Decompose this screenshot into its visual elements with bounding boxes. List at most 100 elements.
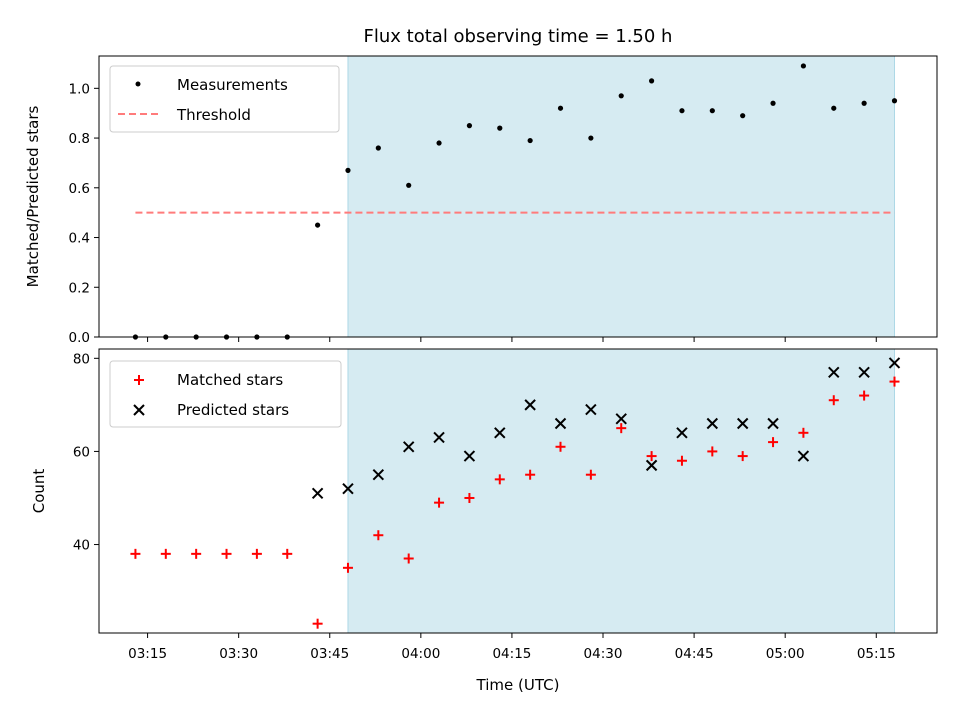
top-y-axis: 0.0 0.2 0.4 0.6 0.8 1.0: [69, 81, 99, 346]
measurement-point: [406, 182, 412, 188]
predicted-star-point: [433, 431, 445, 444]
matched-star-point: [191, 548, 202, 559]
predicted-star-point: [858, 366, 870, 378]
predicted-star-point: [342, 482, 354, 495]
matched-star-point: [525, 469, 536, 480]
matched-star-point: [282, 548, 293, 559]
matched-star-point: [464, 492, 475, 503]
measurement-point: [466, 123, 473, 129]
measurement-point: [618, 93, 624, 99]
predicted-star-point: [797, 450, 810, 462]
matched-star-point: [859, 390, 870, 401]
predicted-star-point: [645, 459, 658, 472]
matched-star-point: [555, 441, 566, 452]
predicted-star-point: [767, 417, 779, 430]
matched-star-point: [342, 562, 353, 573]
top-y-tick-label: 0.4: [69, 231, 90, 247]
legend-predicted-label: Predicted stars: [177, 401, 289, 419]
matched-star-point: [737, 451, 748, 462]
legend-matched-plus: [134, 375, 144, 385]
predicted-star-point: [463, 450, 476, 462]
x-tick-label: 03:45: [310, 646, 349, 662]
matched-star-point: [434, 497, 445, 508]
x-tick-label: 04:15: [492, 646, 531, 662]
measurement-point: [679, 108, 685, 114]
predicted-star-point: [372, 468, 385, 481]
matched-star-point: [585, 469, 596, 480]
measurement-point: [497, 125, 503, 131]
bottom-y-tick-label: 60: [73, 444, 90, 460]
bottom-legend: Matched stars Predicted stars: [109, 360, 342, 428]
top-observing-window-region: [347, 55, 895, 338]
predicted-star-point: [524, 399, 536, 411]
bottom-y-tick-label: 40: [73, 538, 90, 554]
legend-matched-label: Matched stars: [177, 371, 283, 389]
predicted-star-point: [615, 413, 627, 425]
bottom-series-layer: [130, 357, 901, 629]
bottom-panel: 40 60 80 03:15 03:30 03:45 04:00 04:15 04:30 04:…: [30, 348, 938, 694]
x-tick-label: 05:00: [766, 646, 805, 662]
chart-title: Flux total observing time = 1.50 h: [364, 26, 673, 47]
matched-star-point: [312, 618, 323, 629]
measurement-point: [375, 145, 381, 151]
measurement-point: [436, 140, 442, 146]
top-legend-box: [109, 65, 340, 133]
matched-star-point: [160, 548, 171, 559]
predicted-star-point: [676, 427, 688, 439]
matched-star-point: [251, 548, 262, 559]
predicted-star-point: [311, 487, 324, 500]
predicted-star-point: [888, 357, 901, 369]
legend-matched-marker: [134, 375, 144, 385]
predicted-star-point: [736, 417, 749, 430]
bottom-x-axis: 03:15 03:30 03:45 04:00 04:15 04:30 04:45 05:00…: [128, 633, 896, 662]
bottom-legend-box: [109, 360, 342, 428]
measurement-point: [891, 98, 898, 104]
top-y-tick-label: 0.0: [69, 330, 90, 346]
predicted-star-point: [554, 417, 567, 430]
measurement-point: [648, 78, 655, 84]
bottom-axes-frame: [98, 348, 938, 634]
bottom-y-axis: 40 60 80: [73, 351, 99, 554]
matched-star-point: [676, 455, 687, 466]
matched-star-point: [130, 548, 141, 559]
x-tick-label: 05:15: [857, 646, 896, 662]
x-tick-label: 04:00: [401, 646, 440, 662]
predicted-star-point: [828, 366, 840, 378]
predicted-star-point: [706, 417, 719, 430]
measurement-point: [709, 108, 715, 114]
measurement-point: [740, 113, 746, 119]
measurement-point: [527, 137, 533, 144]
top-axes-frame: [98, 55, 938, 338]
predicted-star-point: [585, 403, 597, 416]
matched-star-point: [768, 437, 779, 448]
matched-star-point: [798, 427, 809, 438]
x-tick-label: 04:30: [584, 646, 623, 662]
bottom-y-tick-label: 80: [73, 351, 90, 367]
matched-star-point: [616, 423, 627, 434]
top-x-axis: [147, 337, 877, 342]
top-y-tick-label: 1.0: [69, 81, 90, 97]
measurement-point: [588, 135, 594, 141]
legend-predicted-marker: [133, 404, 145, 416]
x-tick-label: 03:15: [128, 646, 167, 662]
top-y-tick-label: 0.6: [69, 181, 90, 197]
predicted-star-point: [402, 441, 415, 453]
top-legend: Measurements Threshold: [109, 65, 340, 133]
matched-star-point: [646, 451, 657, 462]
legend-threshold-label: Threshold: [176, 106, 251, 124]
matched-star-point: [494, 474, 505, 485]
measurement-point: [831, 105, 837, 111]
legend-predicted-cross: [133, 404, 145, 416]
matched-star-point: [828, 395, 839, 406]
measurement-point: [315, 222, 321, 228]
measurement-point: [557, 105, 564, 111]
bottom-y-axis-label: Count: [30, 469, 48, 514]
predicted-star-point: [494, 427, 506, 439]
measurement-point: [770, 100, 776, 106]
top-y-axis-label: Matched/Predicted stars: [24, 106, 42, 288]
matched-star-point: [373, 530, 384, 541]
matched-star-point: [889, 376, 900, 387]
measurement-point: [345, 167, 351, 173]
matched-star-point: [221, 548, 232, 559]
